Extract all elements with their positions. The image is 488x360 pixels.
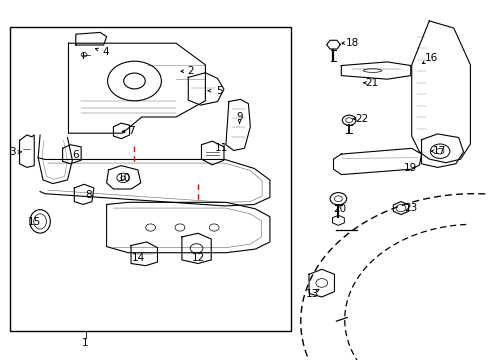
Text: 8: 8	[85, 190, 92, 200]
Text: 23: 23	[403, 203, 417, 213]
Text: 9: 9	[236, 112, 243, 122]
Text: 14: 14	[132, 253, 145, 264]
Text: 20: 20	[332, 204, 345, 214]
Text: 18: 18	[345, 38, 358, 48]
Text: 12: 12	[191, 253, 205, 264]
Text: 7: 7	[127, 126, 134, 136]
Text: 3: 3	[9, 147, 16, 157]
Text: 16: 16	[424, 53, 437, 63]
Text: 15: 15	[27, 217, 41, 228]
Text: 11: 11	[214, 143, 227, 153]
Text: 1: 1	[82, 338, 89, 348]
Text: 2: 2	[187, 66, 194, 76]
Text: 21: 21	[364, 78, 378, 88]
Text: 22: 22	[354, 114, 368, 124]
Text: 5: 5	[215, 86, 222, 96]
Text: 17: 17	[431, 146, 445, 156]
Text: 19: 19	[403, 163, 417, 174]
Text: 10: 10	[118, 173, 131, 183]
Text: 6: 6	[72, 150, 79, 160]
Text: 13: 13	[305, 289, 318, 299]
Text: 4: 4	[102, 47, 109, 57]
Bar	[10, 27, 290, 331]
